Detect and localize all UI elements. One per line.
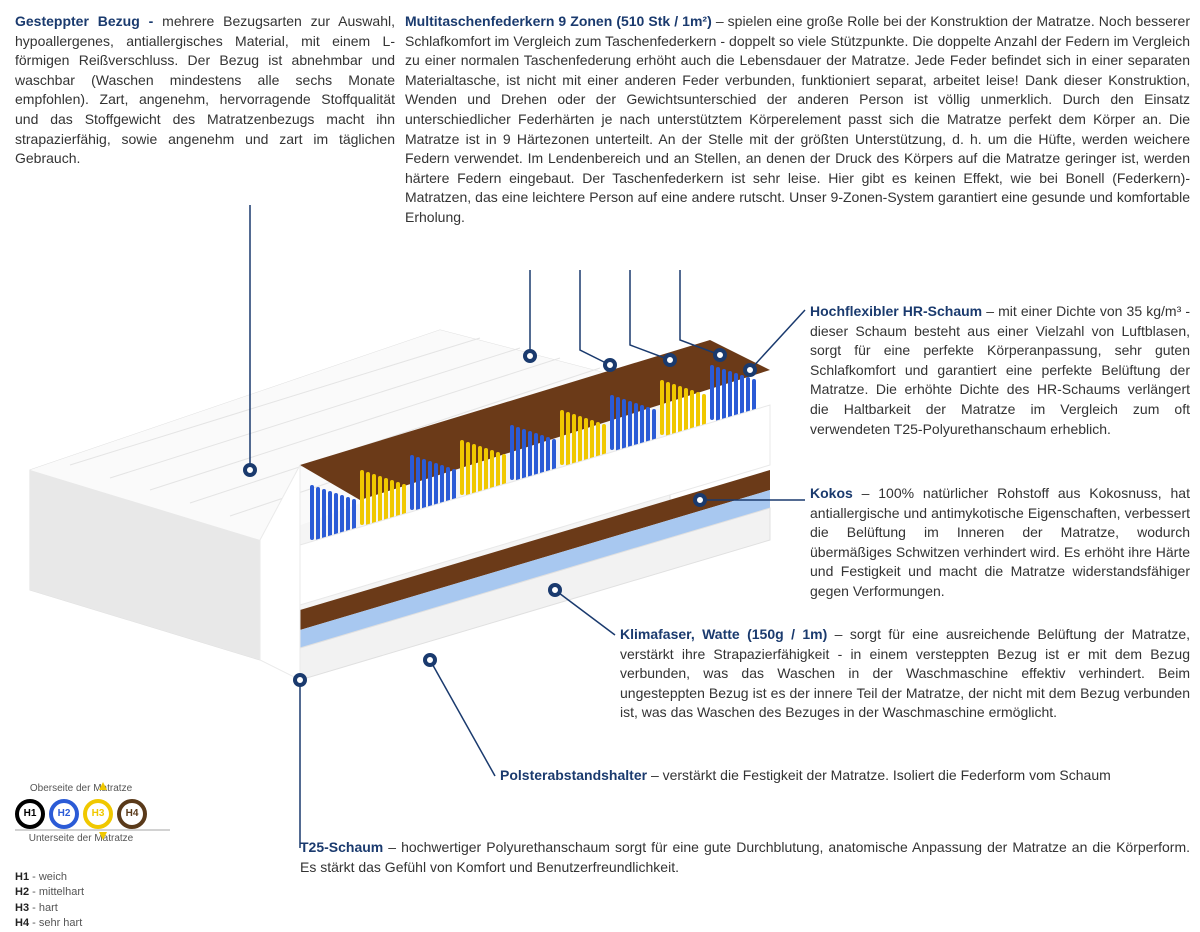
hrschaum-title: Hochflexibler HR-Schaum bbox=[810, 303, 986, 319]
hardness-row-h3: H3 - hart bbox=[15, 901, 84, 916]
dot-federkern-3 bbox=[663, 353, 677, 367]
hardness-key: H1 - weichH2 - mittelhartH3 - hartH4 - s… bbox=[15, 870, 84, 932]
dot-polster bbox=[423, 653, 437, 667]
section-federkern: Multitaschenfederkern 9 Zonen (510 Stk /… bbox=[405, 12, 1190, 228]
dot-bezug bbox=[243, 463, 257, 477]
hardness-row-h1: H1 - weich bbox=[15, 870, 84, 885]
legend-top-label: Oberseite der Matratze bbox=[15, 782, 147, 796]
section-t25: T25-Schaum – hochwertiger Polyurethansch… bbox=[300, 838, 1190, 877]
dot-federkern-2 bbox=[603, 358, 617, 372]
legend-circle-h1: H1 bbox=[15, 799, 45, 829]
bezug-title: Gesteppter Bezug - bbox=[15, 13, 162, 29]
dot-klimafaser bbox=[548, 583, 562, 597]
dot-federkern-1 bbox=[523, 349, 537, 363]
dot-hrschaum bbox=[743, 363, 757, 377]
legend-circle-h4: H4 bbox=[117, 799, 147, 829]
legend-bottom-label: Unterseite der Matratze bbox=[15, 832, 147, 846]
section-hrschaum: Hochflexibler HR-Schaum – mit einer Dich… bbox=[810, 302, 1190, 439]
dot-t25 bbox=[293, 673, 307, 687]
hardness-legend: Oberseite der Matratze H1H2H3H4 Untersei… bbox=[15, 782, 147, 846]
hardness-row-h2: H2 - mittelhart bbox=[15, 885, 84, 900]
section-bezug: Gesteppter Bezug - mehrere Bezugsarten z… bbox=[15, 12, 395, 169]
bezug-text: mehrere Bezugsarten zur Auswahl, hypoall… bbox=[15, 13, 395, 166]
dot-federkern-4 bbox=[713, 348, 727, 362]
mattress-illustration bbox=[10, 290, 800, 770]
t25-title: T25-Schaum bbox=[300, 839, 388, 855]
federkern-title: Multitaschenfederkern 9 Zonen (510 Stk /… bbox=[405, 13, 716, 29]
kokos-text: – 100% natürlicher Rohstoff aus Kokosnus… bbox=[810, 485, 1190, 599]
section-kokos: Kokos – 100% natürlicher Rohstoff aus Ko… bbox=[810, 484, 1190, 602]
dot-kokos bbox=[693, 493, 707, 507]
legend-circle-h3: H3 bbox=[83, 799, 113, 829]
kokos-title: Kokos bbox=[810, 485, 862, 501]
t25-text: – hochwertiger Polyurethanschaum sorgt f… bbox=[300, 839, 1190, 875]
legend-circle-h2: H2 bbox=[49, 799, 79, 829]
hrschaum-text: – mit einer Dichte von 35 kg/m³ - dieser… bbox=[810, 303, 1190, 437]
federkern-text: – spielen eine große Rolle bei der Konst… bbox=[405, 13, 1190, 225]
